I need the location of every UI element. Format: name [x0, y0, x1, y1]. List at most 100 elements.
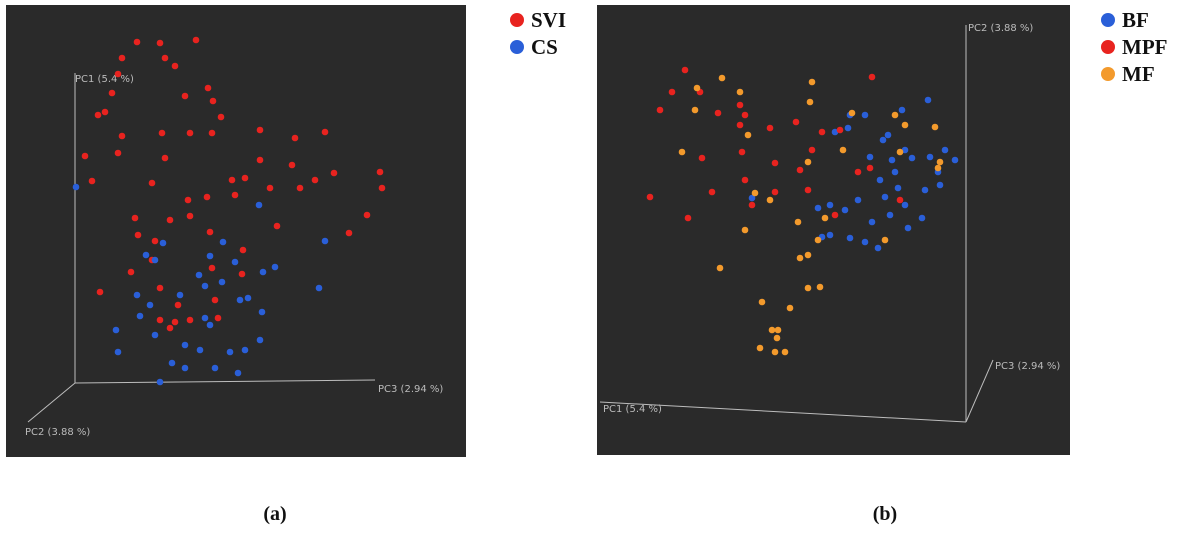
data-point: [693, 84, 701, 92]
data-point: [376, 168, 384, 176]
data-point: [226, 348, 234, 356]
data-point: [868, 73, 876, 81]
data-point: [186, 129, 194, 137]
data-point: [936, 181, 944, 189]
data-point: [691, 106, 699, 114]
data-point: [931, 123, 939, 131]
data-point: [204, 84, 212, 92]
data-point: [748, 194, 756, 202]
data-point: [891, 168, 899, 176]
data-point: [886, 211, 894, 219]
data-point: [866, 153, 874, 161]
data-point: [904, 224, 912, 232]
data-point: [836, 126, 844, 134]
legend-label: CS: [531, 35, 558, 59]
data-point: [646, 193, 654, 201]
data-point: [681, 66, 689, 74]
data-point: [228, 176, 236, 184]
data-point: [134, 231, 142, 239]
data-point: [184, 196, 192, 204]
data-point: [918, 214, 926, 222]
data-point: [271, 263, 279, 271]
data-point: [258, 308, 266, 316]
data-point: [234, 369, 242, 377]
data-point: [881, 193, 889, 201]
data-point: [296, 184, 304, 192]
data-point: [714, 109, 722, 117]
data-point: [206, 321, 214, 329]
data-point: [127, 268, 135, 276]
data-point: [203, 193, 211, 201]
data-point: [808, 78, 816, 86]
data-point: [741, 176, 749, 184]
data-point: [881, 236, 889, 244]
data-point: [748, 201, 756, 209]
data-point: [161, 54, 169, 62]
data-point: [804, 186, 812, 194]
data-point: [771, 159, 779, 167]
data-point: [821, 214, 829, 222]
data-point: [668, 88, 676, 96]
data-point: [756, 344, 764, 352]
data-point: [206, 228, 214, 236]
data-point: [898, 106, 906, 114]
data-point: [181, 92, 189, 100]
data-point: [161, 154, 169, 162]
data-point: [768, 326, 776, 334]
data-point: [94, 111, 102, 119]
data-point: [736, 121, 744, 129]
axis-label: PC1 (5.4 %): [603, 404, 662, 415]
data-point: [171, 62, 179, 70]
data-point: [219, 238, 227, 246]
data-point: [214, 314, 222, 322]
data-point: [656, 106, 664, 114]
data-point: [151, 256, 159, 264]
data-point: [151, 237, 159, 245]
data-point: [378, 184, 386, 192]
data-point: [901, 201, 909, 209]
data-point: [156, 378, 164, 386]
data-point: [209, 97, 217, 105]
data-point: [806, 98, 814, 106]
data-point: [181, 341, 189, 349]
data-point: [831, 211, 839, 219]
data-point: [114, 149, 122, 157]
data-point: [363, 211, 371, 219]
axis-label: PC3 (2.94 %): [995, 361, 1060, 372]
data-point: [148, 179, 156, 187]
data-point: [218, 278, 226, 286]
data-point: [96, 288, 104, 296]
data-point: [168, 359, 176, 367]
data-point: [678, 148, 686, 156]
legend-marker: [1101, 67, 1115, 81]
data-point: [758, 298, 766, 306]
data-point: [273, 222, 281, 230]
data-point: [201, 282, 209, 290]
data-point: [736, 101, 744, 109]
data-point: [846, 234, 854, 242]
data-point: [114, 70, 122, 78]
data-point: [259, 268, 267, 276]
data-point: [211, 296, 219, 304]
data-point: [891, 111, 899, 119]
data-point: [816, 283, 824, 291]
data-point: [101, 108, 109, 116]
axis-label: PC2 (3.88 %): [968, 23, 1033, 34]
data-point: [868, 218, 876, 226]
data-point: [133, 38, 141, 46]
data-point: [231, 191, 239, 199]
plot-panel: [597, 5, 1070, 455]
axis-line: [965, 359, 994, 423]
legend-marker: [510, 40, 524, 54]
data-point: [156, 316, 164, 324]
data-point: [792, 118, 800, 126]
data-point: [181, 364, 189, 372]
data-point: [861, 111, 869, 119]
data-point: [921, 186, 929, 194]
data-point: [114, 348, 122, 356]
legend-label: MPF: [1122, 35, 1167, 59]
data-point: [133, 291, 141, 299]
legend-label: SVI: [531, 8, 566, 32]
data-point: [288, 161, 296, 169]
data-point: [186, 316, 194, 324]
